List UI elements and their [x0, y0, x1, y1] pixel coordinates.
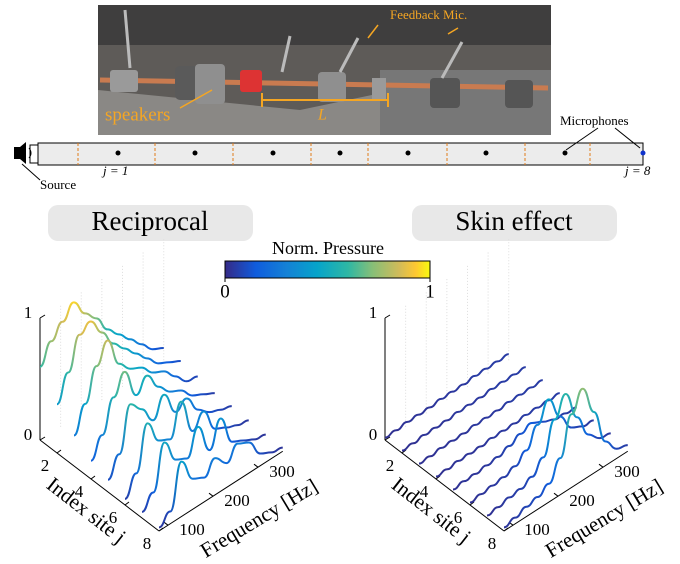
pressure-curve: [435, 392, 560, 478]
title-box: [48, 205, 253, 241]
z-tick-label: 0: [369, 425, 378, 444]
pressure-curve: [141, 417, 266, 513]
index-axis-label: Index site j: [42, 472, 130, 548]
length-label: L: [317, 107, 327, 124]
pressure-curve: [56, 320, 181, 406]
index-axis-label: Index site j: [387, 472, 475, 548]
freq-tick: [553, 492, 559, 497]
panel-title: Skin effect: [455, 206, 573, 236]
z-tick: [384, 314, 391, 319]
z-tick-label: 0: [24, 425, 33, 444]
waterfall-plot: 0 1 2 4 6 8 100 200 300 Index site j Frequency [Hz…: [24, 238, 322, 562]
index-tick-label: 6: [109, 508, 118, 527]
index-tick: [124, 501, 130, 506]
mic-label: Feedback Mic.: [390, 7, 467, 22]
pressure-curve: [158, 441, 283, 529]
index-tick: [469, 501, 475, 506]
pressure-curve: [401, 366, 526, 452]
index-tick-label: 2: [386, 456, 395, 475]
last-site-label: j = 8: [623, 163, 651, 178]
freq-axis-label: Frequency [Hz]: [541, 474, 667, 563]
pressure-curve: [124, 400, 249, 500]
freq-tick-label: 300: [614, 462, 640, 481]
colorbar-tick-label: 0: [220, 281, 230, 302]
schematic: Source Microphones j = 1 j = 8: [14, 113, 651, 192]
colorbar-tick-label: 1: [425, 281, 435, 302]
pressure-curve: [452, 406, 577, 491]
colorbar: [224, 260, 431, 279]
index-tick: [158, 527, 164, 532]
index-tick: [56, 449, 62, 454]
index-tick: [503, 527, 509, 532]
freq-tick: [163, 521, 169, 526]
photo: Feedback Mic. speakers L: [98, 5, 551, 135]
index-tick-label: 2: [41, 456, 50, 475]
freq-tick: [253, 463, 259, 468]
z-tick-label: 1: [24, 303, 33, 322]
index-tick-label: 4: [420, 482, 429, 501]
pressure-curve: [503, 387, 628, 529]
index-tick-label: 4: [75, 482, 84, 501]
freq-tick-label: 100: [179, 520, 205, 539]
pressure-curve: [90, 370, 215, 462]
z-tick: [384, 436, 391, 441]
freq-tick: [208, 492, 214, 497]
freq-tick-label: 100: [524, 520, 550, 539]
waterfall-plot: 0 1 2 4 6 8 100 200 300 Index site j Frequency [Hz…: [369, 238, 667, 562]
pressure-curve: [418, 379, 543, 465]
pressure-curve: [486, 393, 611, 517]
freq-tick-label: 300: [269, 462, 295, 481]
freq-tick: [598, 463, 604, 468]
pressure-curve: [39, 301, 164, 368]
first-site-label: j = 1: [101, 163, 128, 178]
index-tick-label: 8: [143, 534, 152, 553]
z-tick-label: 1: [369, 303, 378, 322]
freq-axis: [503, 450, 629, 532]
source-label: Source: [40, 177, 76, 192]
index-tick-label: 6: [454, 508, 463, 527]
title-box: [412, 205, 617, 241]
freq-axis-label: Frequency [Hz]: [196, 474, 322, 563]
index-axis: [39, 439, 160, 532]
pressure-curve: [107, 393, 232, 481]
panel-title: Reciprocal: [92, 206, 209, 236]
freq-tick-label: 200: [569, 491, 595, 510]
speaker-label: speakers: [105, 104, 170, 125]
microphones-label: Microphones: [560, 113, 629, 128]
z-tick: [39, 436, 46, 441]
pressure-curve: [469, 398, 594, 504]
freq-tick-label: 200: [224, 491, 250, 510]
pressure-curve: [73, 339, 198, 437]
freq-axis: [158, 450, 284, 532]
colorbar-title: Norm. Pressure: [272, 238, 384, 258]
index-axis: [384, 439, 505, 532]
z-tick: [39, 314, 46, 319]
index-tick: [90, 475, 96, 480]
pressure-curve: [384, 353, 509, 439]
index-tick-label: 8: [488, 534, 497, 553]
